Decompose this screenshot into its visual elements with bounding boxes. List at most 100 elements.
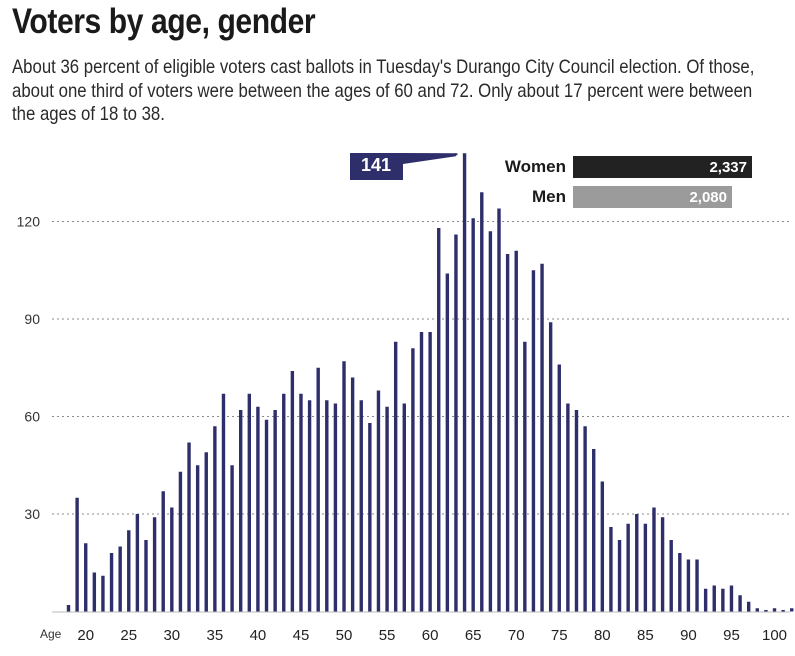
y-tick-label: 120	[17, 214, 41, 230]
bar	[359, 400, 363, 612]
bar	[230, 465, 234, 612]
x-tick-label: 100	[762, 627, 787, 644]
y-tick-label: 90	[24, 311, 40, 327]
chart-title: Voters by age, gender	[12, 2, 316, 41]
bar	[703, 588, 708, 612]
bar	[695, 559, 699, 612]
callout-value: 141	[361, 155, 391, 175]
legend-men-label: Men	[532, 187, 566, 206]
legend-women-bar	[573, 156, 752, 178]
bar	[368, 423, 372, 612]
bar	[178, 471, 183, 612]
bar	[660, 517, 665, 612]
bar	[488, 231, 493, 612]
bar	[626, 523, 630, 612]
bar	[652, 507, 656, 612]
bar	[273, 410, 277, 612]
bar	[307, 400, 312, 612]
bar	[746, 601, 751, 612]
bar	[247, 393, 252, 612]
bar	[574, 410, 579, 612]
x-tick-label: 70	[508, 627, 525, 644]
bar	[221, 393, 226, 612]
bar	[781, 610, 785, 612]
bar	[385, 406, 389, 612]
bar	[523, 341, 527, 612]
legend-men-value: 2,080	[689, 189, 727, 206]
bar	[213, 426, 217, 612]
bar	[239, 410, 243, 612]
x-tick-label: 65	[465, 627, 482, 644]
bar	[75, 497, 79, 612]
bar	[66, 605, 71, 612]
x-tick-label: 20	[77, 627, 94, 644]
bar	[195, 465, 200, 612]
x-tick-label: 55	[379, 627, 396, 644]
bar	[152, 517, 157, 612]
bar	[480, 192, 484, 612]
bar	[678, 553, 682, 612]
bar	[643, 523, 648, 612]
x-tick-label: 25	[120, 627, 137, 644]
chart-subtitle: About 36 percent of eligible voters cast…	[12, 56, 755, 125]
legend: Women 2,337 Men 2,080	[505, 156, 752, 208]
bar	[557, 364, 561, 612]
bar	[471, 218, 475, 612]
bar	[127, 530, 131, 612]
bar	[84, 543, 88, 612]
x-tick-label: 45	[293, 627, 310, 644]
bar	[170, 507, 174, 612]
bar	[505, 254, 510, 612]
x-tick-label: 35	[207, 627, 224, 644]
voters-by-age-chart: 30 60 90 120 20 25 30 35 40 45 50 55 60 65 70 75 80 85 90…	[17, 153, 794, 644]
bar	[772, 608, 777, 612]
bar	[299, 393, 303, 612]
y-tick-label: 30	[24, 506, 40, 522]
bars	[66, 153, 794, 612]
x-axis-label: Age	[40, 627, 62, 641]
bar	[531, 270, 536, 612]
bar	[592, 449, 596, 612]
x-tick-label: 30	[163, 627, 180, 644]
bar	[204, 452, 208, 612]
bar	[402, 403, 406, 612]
x-tick-label: 75	[551, 627, 568, 644]
callout-flag	[350, 153, 456, 180]
x-tick-label: 95	[723, 627, 740, 644]
bar	[342, 361, 346, 612]
bar	[790, 608, 794, 612]
bar	[161, 491, 165, 612]
bar	[764, 610, 768, 612]
bar	[376, 390, 381, 612]
bar	[264, 419, 269, 612]
bar	[144, 540, 148, 612]
bar	[393, 341, 398, 612]
y-tick-label: 60	[24, 409, 40, 425]
bar	[256, 406, 260, 612]
bar	[548, 322, 553, 612]
y-axis-ticks: 30 60 90 120	[17, 214, 41, 523]
bar	[600, 481, 605, 612]
bar	[282, 393, 286, 612]
legend-women-value: 2,337	[709, 159, 747, 176]
bar	[609, 527, 613, 612]
bar	[135, 514, 140, 612]
bar	[566, 403, 570, 612]
bar	[109, 553, 114, 612]
bar	[187, 442, 191, 612]
bar	[316, 367, 320, 612]
x-tick-label: 80	[594, 627, 611, 644]
bar	[729, 585, 734, 612]
bar	[721, 588, 725, 612]
bar	[540, 263, 544, 612]
bar	[411, 348, 415, 612]
bar	[738, 595, 742, 612]
legend-women-label: Women	[505, 157, 566, 176]
bar	[635, 514, 639, 612]
bar	[514, 250, 518, 612]
bar	[712, 585, 716, 612]
bar	[92, 572, 97, 612]
bar	[497, 208, 501, 612]
bar	[462, 153, 467, 612]
x-tick-label: 40	[250, 627, 267, 644]
